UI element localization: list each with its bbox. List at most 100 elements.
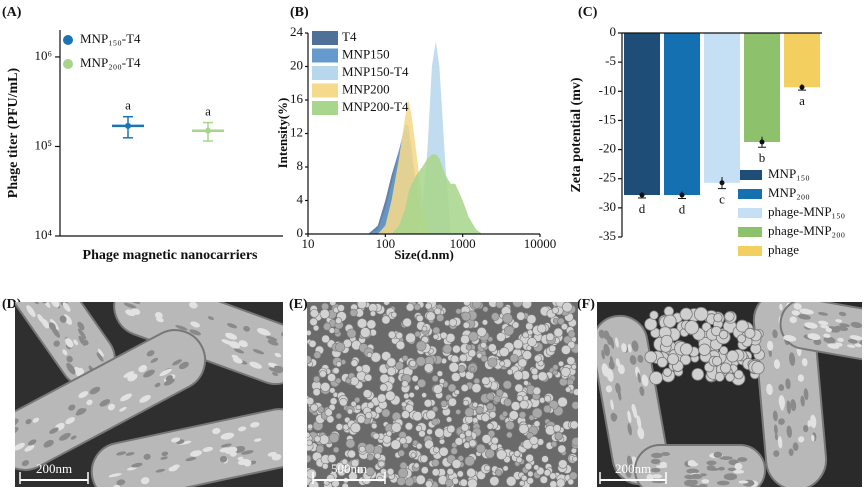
nanoparticle [480,341,487,349]
surface-texture [615,337,619,348]
surface-texture [253,438,262,442]
nanoparticle [649,310,659,320]
surface-texture [32,287,41,296]
nanoparticle [405,303,415,312]
nanoparticle [332,446,340,454]
nanoparticle [463,302,471,307]
nanoparticle [469,366,476,372]
nanoparticle [345,438,356,449]
surface-texture [791,310,800,316]
surface-texture [718,466,725,471]
nanoparticle [456,470,464,478]
y-tick-label: 16 [290,91,304,106]
panel-label: (F) [577,297,595,312]
nanoparticle [424,302,432,310]
surface-texture [797,374,804,382]
nanoparticle [662,367,672,377]
nanoparticle [432,446,440,454]
nanoparticle [335,317,343,325]
surface-texture [43,302,51,308]
nanoparticle [544,395,552,403]
nanoparticle [347,408,354,415]
surface-texture [258,328,271,336]
surface-texture [139,394,151,403]
nanoparticle [396,476,406,486]
nanoparticle [468,331,479,342]
nanoparticle [482,306,489,313]
surface-texture [789,316,797,324]
nanoparticle [472,401,479,408]
surface-texture [624,465,632,478]
nanoparticle [431,468,440,477]
nanoparticle [462,321,470,329]
nanoparticle [426,409,436,420]
surface-texture [627,344,632,353]
y-tick-label: -25 [599,170,616,185]
nanoparticle [660,334,673,348]
nanoparticle [405,404,414,413]
surface-texture [62,349,68,356]
surface-texture [212,427,221,435]
y-tick-label: 10⁵ [34,137,52,152]
surface-texture [150,357,159,363]
surface-texture [154,311,163,319]
nanoparticle [567,330,576,338]
nanoparticle [431,458,440,467]
y-tick-label: 0 [297,225,304,240]
nanoparticle [506,431,513,439]
nanoparticle [446,416,453,423]
nanoparticle [531,407,543,419]
surface-texture [77,328,87,340]
surface-texture [66,362,76,375]
surface-texture [639,386,645,396]
surface-texture [249,361,262,369]
surface-texture [778,395,785,409]
surface-texture [267,339,279,346]
surface-texture [605,385,613,393]
y-tick-label: -15 [599,111,616,126]
surface-texture [243,459,252,467]
surface-texture [823,333,831,338]
nanoparticle [501,410,509,417]
surface-texture [612,413,618,421]
nanoparticle [513,450,521,458]
surface-texture [772,329,778,339]
nanoparticle [502,380,512,390]
surface-texture [34,278,42,287]
nanoparticle [481,434,492,444]
nanoparticle [397,467,409,479]
nanoparticle [349,376,360,386]
nanoparticle [557,396,568,408]
nanoparticle [445,478,454,487]
surface-texture [690,473,703,480]
surface-texture [854,343,862,348]
nanoparticle [533,464,540,471]
nanoparticle [328,327,336,334]
nanoparticle [475,406,484,415]
nanoparticle [751,361,765,375]
nanoparticle [495,389,504,397]
nanoparticle [440,331,448,340]
nanoparticle [404,422,414,431]
significance-letter: d [679,202,686,217]
mean-point [639,192,645,198]
panel-label: (A) [2,5,22,20]
nanoparticle [421,392,427,399]
nanoparticle [471,302,482,309]
nanoparticle [523,380,529,386]
scale-bar-label: 500nm [331,461,367,476]
surface-texture [698,483,708,487]
surface-texture [650,467,661,473]
nanoparticle [307,423,314,430]
surface-texture [272,372,279,376]
surface-texture [37,314,45,324]
surface-texture [172,359,182,366]
surface-texture [785,378,791,390]
x-axis-label: Size(d.nm) [394,247,454,262]
surface-texture [835,319,843,323]
nanoparticle [719,345,729,355]
surface-texture [32,291,40,301]
surface-texture [803,388,809,401]
surface-texture [790,399,797,412]
nanoparticle [512,302,523,308]
